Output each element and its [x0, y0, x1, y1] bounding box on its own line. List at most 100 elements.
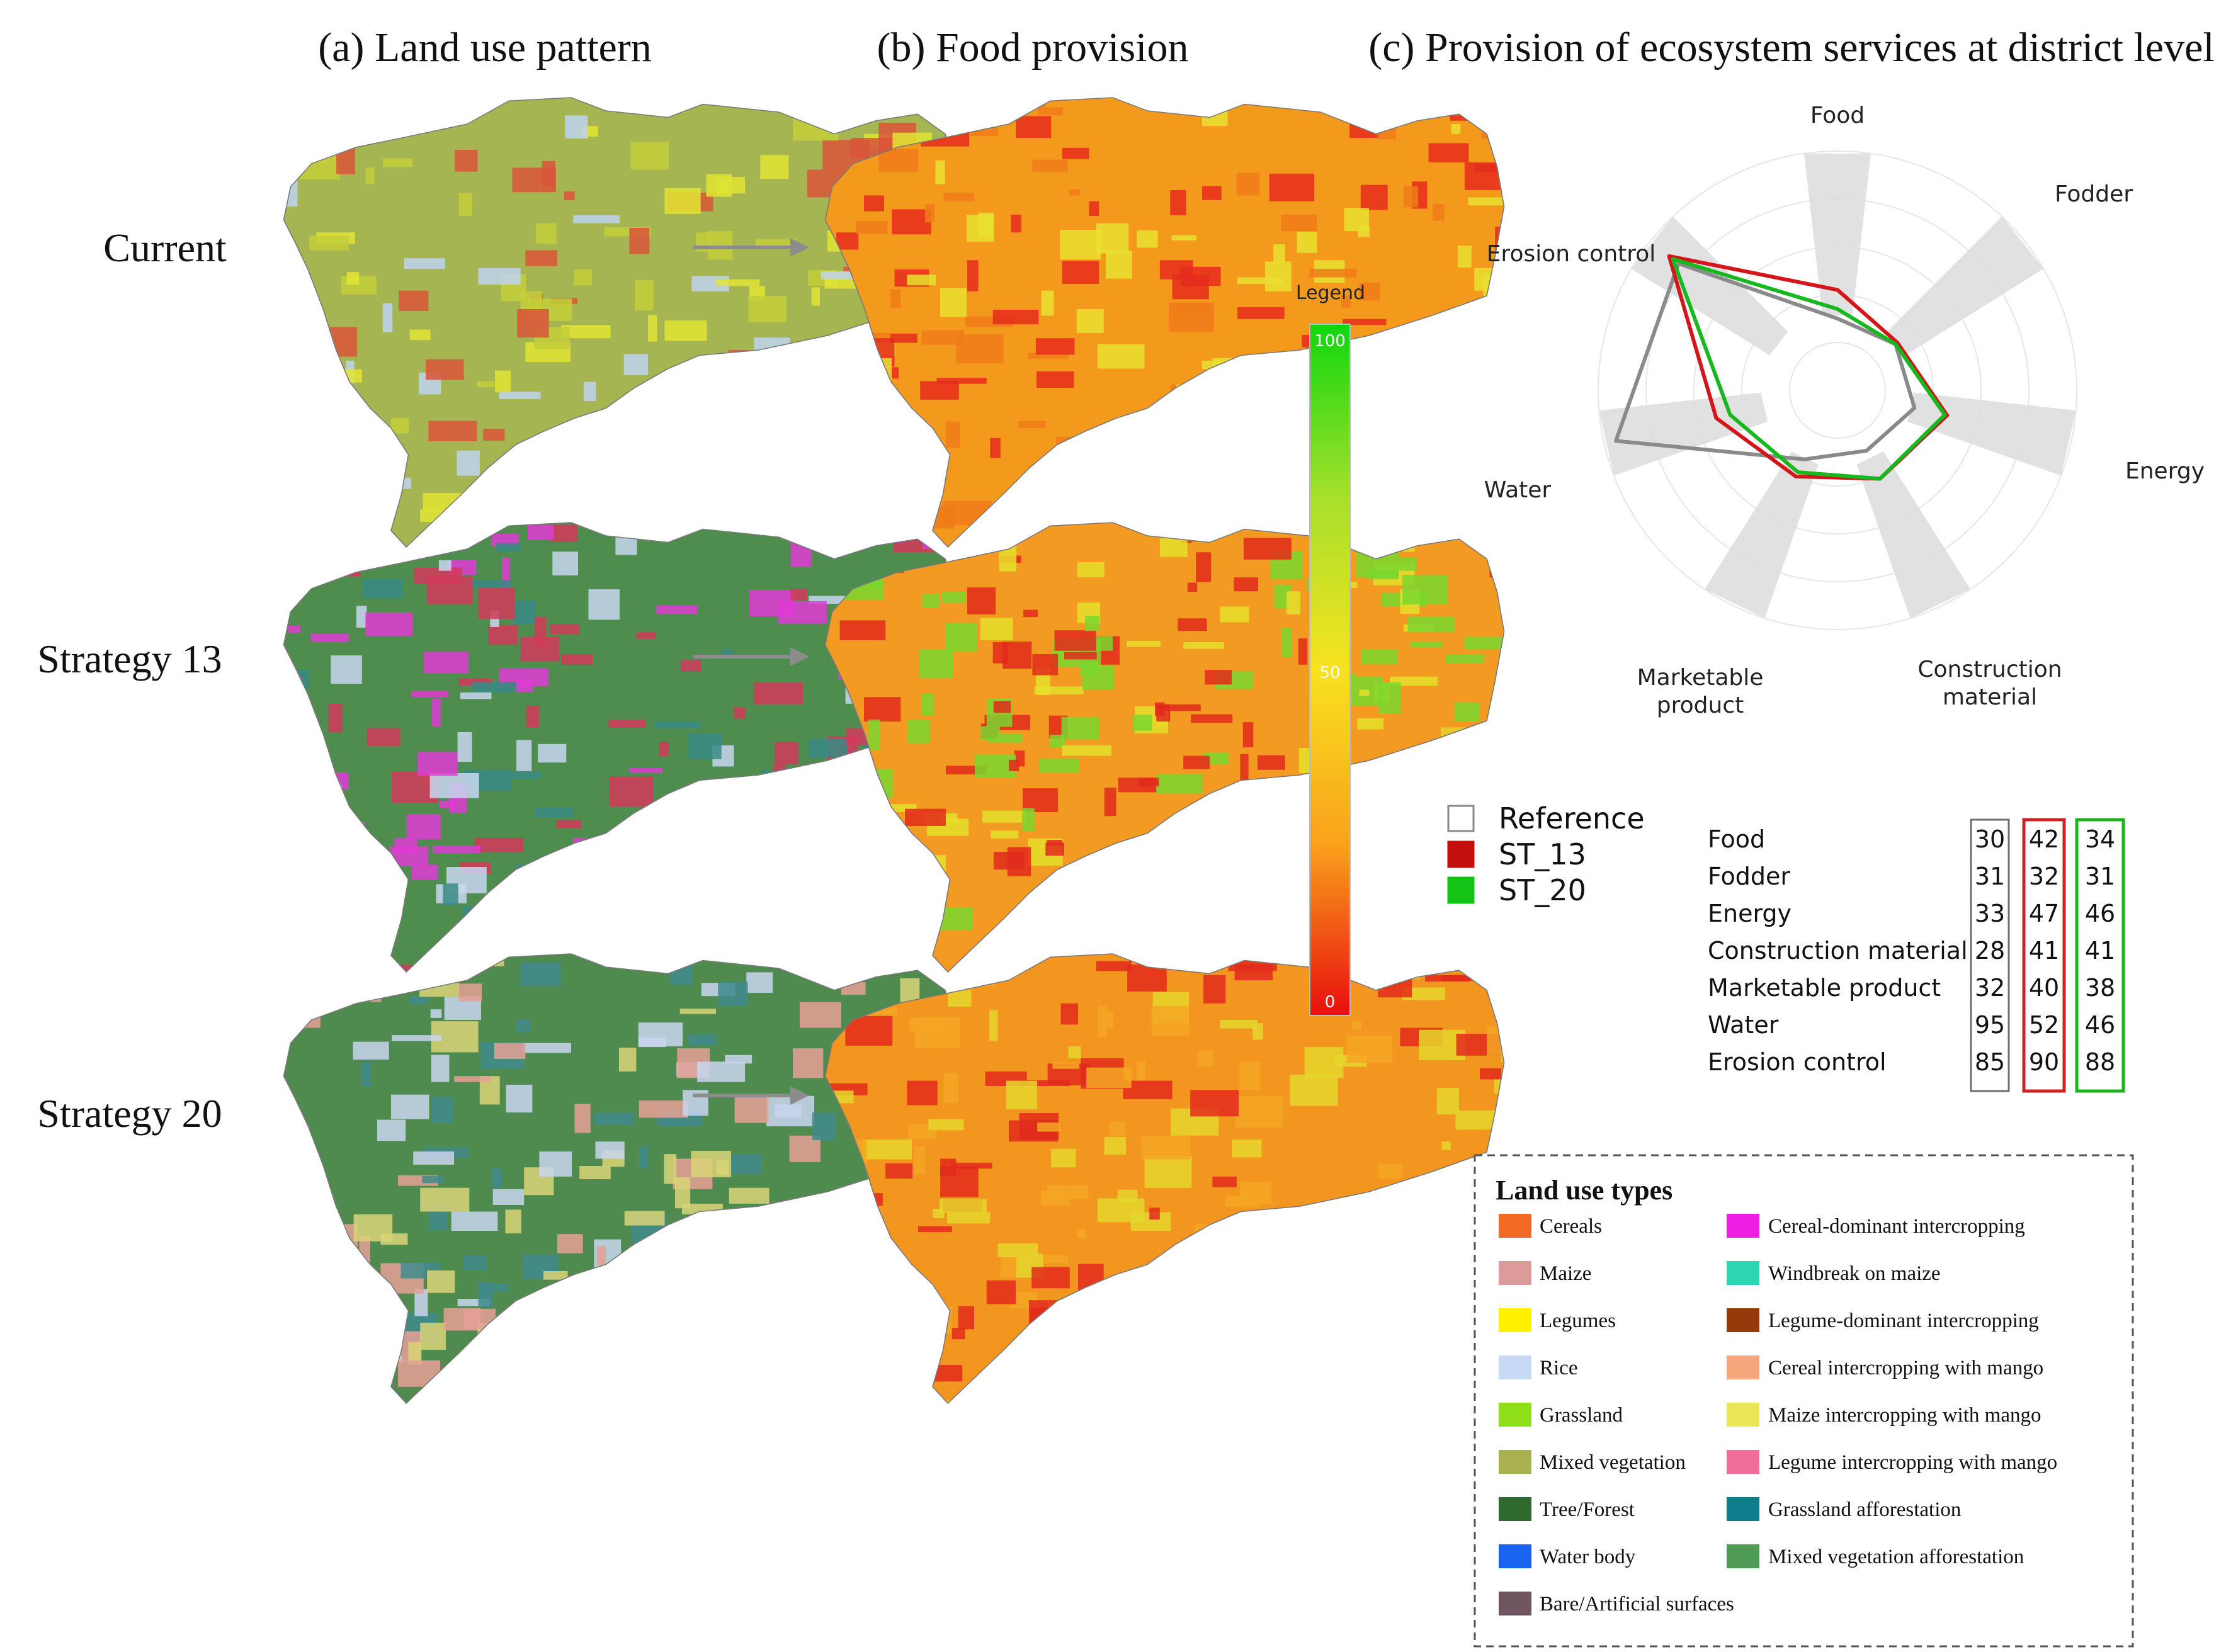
land-use-label: Grassland afforestation: [1768, 1498, 1961, 1521]
radar-axis-label: Food: [1810, 103, 1865, 128]
radar-wedge: [1631, 216, 1788, 356]
food-scale-legend: Legend 100 50 0: [1296, 282, 1365, 1016]
scale-legend-title: Legend: [1296, 282, 1365, 304]
land-use-label: Maize intercropping with mango: [1768, 1404, 2041, 1427]
land-use-swatch: [1499, 1544, 1531, 1568]
scale-max-label: 100: [1314, 332, 1346, 351]
arrow-strategy-13: [693, 647, 809, 666]
radar-axis-label: Energy: [2125, 458, 2205, 484]
radar-wedge: [1856, 451, 1971, 619]
table-cell-st13: 52: [2029, 1011, 2059, 1039]
map-food-row-3: [824, 953, 1505, 1404]
map-food-row-1: [824, 97, 1505, 548]
table-cell-reference: 30: [1975, 825, 2005, 853]
table-cell-st20: 38: [2085, 974, 2115, 1002]
land-use-label: Maize: [1540, 1262, 1591, 1285]
table-cell-reference: 28: [1975, 937, 2005, 965]
table-row-label: Construction material: [1708, 937, 1968, 965]
panel-b-title: (b) Food provision: [877, 25, 1189, 71]
radar-axis-label: Water: [1484, 477, 1552, 503]
land-use-swatch: [1499, 1214, 1531, 1238]
land-use-label: Windbreak on maize: [1768, 1262, 1941, 1285]
table-row-label: Marketable product: [1708, 974, 1941, 1002]
series-legend-label: ST_13: [1499, 837, 1586, 871]
land-use-label: Cereal intercropping with mango: [1768, 1357, 2043, 1379]
radar-chart: Food Fodder Energy Construction material Mark…: [1484, 103, 2205, 718]
table-cell-st13: 42: [2029, 825, 2059, 853]
radar-grid-ring: [1789, 342, 1886, 439]
series-swatch: [1447, 840, 1475, 868]
row-label-current: Current: [103, 225, 227, 270]
panel-c-title: (c) Provision of ecosystem services at d…: [1368, 25, 2214, 71]
table-cell-st20: 31: [2085, 863, 2115, 890]
radar-wedge: [1704, 451, 1819, 619]
land-use-label: Mixed vegetation: [1540, 1451, 1686, 1474]
table-row-label: Energy: [1708, 900, 1792, 927]
table-cell-st20: 34: [2085, 825, 2115, 853]
land-use-label: Cereal-dominant intercropping: [1768, 1215, 2025, 1238]
land-use-swatch: [1499, 1497, 1531, 1521]
st20-column-frame: [2075, 818, 2125, 1093]
table-row-label: Water: [1708, 1011, 1779, 1039]
radar-axis-label: Marketable product: [1637, 665, 1764, 718]
table-cell-st13: 40: [2029, 974, 2059, 1002]
table-cell-st13: 41: [2029, 937, 2059, 965]
table-cell-st13: 47: [2029, 900, 2059, 927]
land-use-swatch: [1499, 1450, 1531, 1474]
radar-axis-label: Fodder: [2055, 181, 2133, 207]
series-legend-label: ST_20: [1499, 873, 1586, 907]
land-use-swatch: [1727, 1355, 1759, 1379]
table-cell-reference: 33: [1975, 900, 2005, 927]
radar-wedge: [1803, 153, 1871, 315]
table-cell-st20: 41: [2085, 937, 2115, 965]
land-use-label: Legumes: [1540, 1310, 1616, 1332]
st13-column-frame: [2022, 818, 2066, 1093]
scale-mid-label: 50: [1319, 664, 1340, 682]
land-use-swatch: [1727, 1497, 1759, 1521]
land-use-label: Tree/Forest: [1540, 1498, 1635, 1521]
panel-a-title: (a) Land use pattern: [318, 25, 652, 71]
row-label-strategy-13: Strategy 13: [37, 636, 222, 681]
land-use-swatch: [1727, 1450, 1759, 1474]
map-food-row-2: [824, 522, 1505, 973]
land-use-swatch: [1727, 1544, 1759, 1568]
scale-gradient-bar: [1309, 324, 1351, 1016]
radar-grid-ring: [1598, 150, 2077, 630]
land-use-label: Water body: [1540, 1546, 1636, 1568]
land-use-label: Rice: [1540, 1357, 1577, 1379]
land-use-label: Legume intercropping with mango: [1768, 1451, 2057, 1474]
radar-axis-label: Erosion control: [1487, 241, 1656, 267]
table-cell-st20: 88: [2085, 1048, 2115, 1076]
series-swatch: [1447, 805, 1475, 832]
table-cell-reference: 31: [1975, 863, 2005, 890]
table-cell-st13: 32: [2029, 863, 2059, 890]
table-row-label: Food: [1708, 825, 1765, 853]
table-cell-reference: 95: [1975, 1011, 2005, 1039]
land-use-label: Bare/Artificial surfaces: [1540, 1593, 1734, 1615]
land-use-label: Grassland: [1540, 1404, 1623, 1427]
radar-series-st-20: [1671, 257, 1947, 481]
land-use-swatch: [1499, 1355, 1531, 1379]
series-legend-label: Reference: [1499, 801, 1645, 835]
land-use-legend-frame: [1474, 1154, 2134, 1648]
land-use-swatch: [1499, 1308, 1531, 1332]
radar-axis-label: Construction material: [1917, 657, 2062, 710]
land-use-label: Legume-dominant intercropping: [1768, 1310, 2039, 1332]
land-use-swatch: [1499, 1403, 1531, 1427]
radar-series-st-13: [1667, 254, 1950, 481]
table-cell-reference: 85: [1975, 1048, 2005, 1076]
table-cell-st20: 46: [2085, 900, 2115, 927]
table-cell-st13: 90: [2029, 1048, 2059, 1076]
radar-wedge: [1887, 216, 2044, 356]
land-use-swatch: [1499, 1592, 1531, 1615]
table-row-label: Fodder: [1708, 863, 1790, 890]
land-use-swatch: [1727, 1403, 1759, 1427]
land-use-swatch: [1727, 1261, 1759, 1285]
value-table: Food 30 42 34 Fodder 31 32 31 Energy 33 47 46 Constr…: [1708, 818, 2125, 1093]
land-use-swatch: [1727, 1214, 1759, 1238]
table-row-label: Erosion control: [1708, 1048, 1887, 1076]
land-use-legend: Land use types Cereals Maize Legumes Rice Gr…: [1474, 1154, 2134, 1648]
radar-wedge: [1599, 392, 1768, 476]
